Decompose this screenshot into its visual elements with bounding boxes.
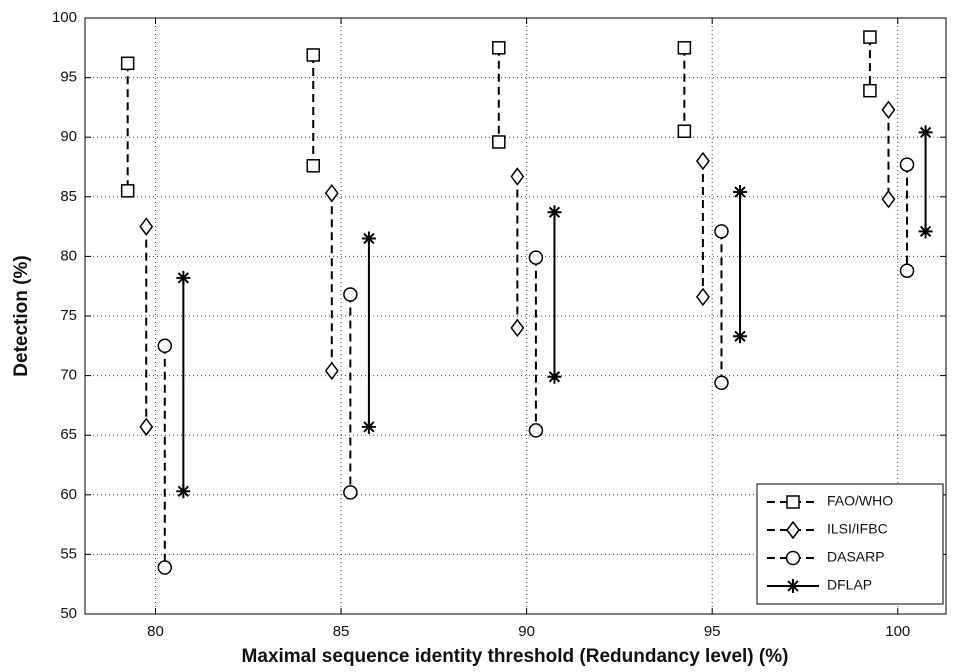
marker xyxy=(899,157,915,172)
legend-marker xyxy=(786,579,800,593)
legend-label: ILSI/IFBC xyxy=(827,521,888,537)
y-tick-label: 90 xyxy=(60,128,77,145)
marker xyxy=(139,217,154,236)
y-tick-label: 95 xyxy=(60,69,77,86)
marker xyxy=(863,83,877,98)
marker xyxy=(733,185,748,200)
marker xyxy=(120,56,135,71)
marker xyxy=(120,184,135,198)
marker xyxy=(528,423,544,438)
marker xyxy=(733,329,748,344)
marker xyxy=(510,318,525,338)
y-tick-label: 55 xyxy=(60,545,77,562)
marker xyxy=(306,48,320,62)
y-tick-label: 100 xyxy=(52,9,77,26)
y-tick-label: 70 xyxy=(60,367,77,384)
marker xyxy=(695,287,710,307)
marker xyxy=(677,124,692,138)
marker xyxy=(176,270,191,285)
marker xyxy=(492,41,506,55)
legend-label: DASARP xyxy=(827,549,885,565)
marker xyxy=(863,30,877,44)
legend-marker xyxy=(786,495,800,509)
y-tick-label: 65 xyxy=(60,426,77,443)
y-tick-label: 60 xyxy=(60,486,77,503)
marker xyxy=(361,419,376,434)
marker xyxy=(714,375,729,391)
marker xyxy=(918,125,933,140)
marker xyxy=(918,224,933,239)
marker xyxy=(528,250,544,265)
y-tick-label: 80 xyxy=(60,247,77,264)
marker xyxy=(157,338,173,354)
marker xyxy=(176,484,191,499)
x-tick-label: 90 xyxy=(518,623,535,640)
legend-marker xyxy=(786,520,800,540)
marker xyxy=(324,183,339,203)
marker xyxy=(881,189,896,209)
legend-label: FAO/WHO xyxy=(827,493,893,509)
marker xyxy=(899,263,915,278)
legend-label: DFLAP xyxy=(827,577,872,593)
marker xyxy=(714,224,729,239)
marker xyxy=(306,159,320,173)
legend-marker xyxy=(785,550,801,566)
marker xyxy=(695,151,710,171)
x-tick-label: 80 xyxy=(147,623,164,640)
marker xyxy=(361,231,376,246)
marker xyxy=(677,41,692,55)
marker xyxy=(510,167,525,186)
x-tick-label: 95 xyxy=(704,623,721,640)
marker xyxy=(343,485,358,500)
marker xyxy=(139,417,154,437)
marker xyxy=(547,369,562,384)
marker xyxy=(157,560,173,575)
marker xyxy=(547,205,562,220)
marker xyxy=(881,100,896,120)
marker xyxy=(324,361,339,381)
marker xyxy=(492,135,506,149)
plot-frame xyxy=(84,17,947,615)
x-tick-label: 85 xyxy=(333,623,350,640)
y-axis-title: Detection (%) xyxy=(11,255,32,376)
legend: FAO/WHO ILSI/IFBC DASARP DFLAP xyxy=(756,483,944,605)
marker xyxy=(343,287,358,302)
x-tick-label: 100 xyxy=(885,623,910,640)
y-tick-label: 85 xyxy=(60,188,77,205)
y-tick-label: 75 xyxy=(60,307,77,324)
x-axis-title: Maximal sequence identity threshold (Red… xyxy=(242,646,789,667)
y-tick-label: 50 xyxy=(60,605,77,622)
